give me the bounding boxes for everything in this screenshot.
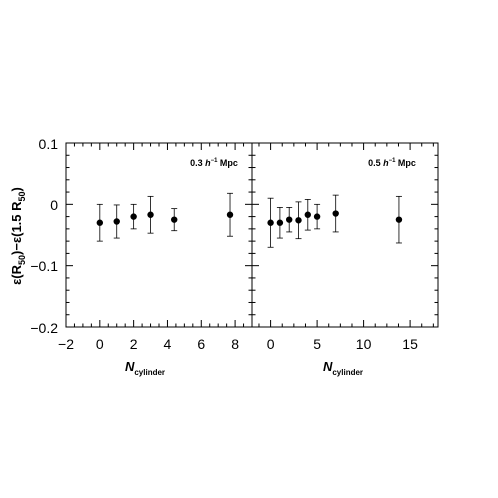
data-point xyxy=(113,218,120,225)
data-point xyxy=(130,213,137,220)
data-point xyxy=(313,213,321,220)
data-point xyxy=(395,216,403,223)
x-tick-label: 6 xyxy=(197,336,205,352)
data-point xyxy=(171,216,178,223)
data-point xyxy=(286,216,293,223)
x-tick-label: 8 xyxy=(231,336,239,352)
x-tick-label: 0 xyxy=(96,336,104,352)
panel-left-frame xyxy=(65,142,253,328)
y-tick-label-minus-0-1: −0.1 xyxy=(30,258,58,274)
panel-right-x-axis-title: Ncylinder xyxy=(323,359,363,377)
data-point xyxy=(276,219,284,226)
data-point xyxy=(147,211,154,218)
data-point xyxy=(226,211,234,218)
data-point xyxy=(295,217,302,224)
panel-right-annotation: 0.5 h−1 Mpc xyxy=(368,158,416,168)
data-point xyxy=(332,210,339,217)
x-tick-label: 2 xyxy=(130,336,138,352)
y-tick-label-minus-0-2: −0.2 xyxy=(30,320,58,336)
x-tick-label: 5 xyxy=(313,336,321,352)
panel-left-annotation: 0.3 h−1 Mpc xyxy=(190,158,238,168)
x-tick-label: −2 xyxy=(58,336,74,352)
y-tick-label-0: 0 xyxy=(50,197,58,213)
data-point xyxy=(96,219,104,226)
data-point xyxy=(267,219,274,226)
x-tick-label: 15 xyxy=(402,336,418,352)
y-tick-label-0-1: 0.1 xyxy=(39,136,59,152)
panel-right: 0.5 h−1 Mpc Ncylinder 0 5 10 15 xyxy=(251,142,439,377)
data-point xyxy=(304,211,311,218)
panel-right-frame xyxy=(251,142,439,328)
x-tick-label: 0 xyxy=(267,336,275,352)
y-axis-title: ε(R50)−ε(1.5 R50) xyxy=(9,187,27,285)
x-tick-label: 4 xyxy=(164,336,172,352)
panel-left: 0.3 h−1 Mpc Ncylinder −2 0 2 4 6 8 xyxy=(58,142,253,377)
panel-left-x-axis-title: Ncylinder xyxy=(125,359,165,377)
x-tick-label: 10 xyxy=(356,336,372,352)
